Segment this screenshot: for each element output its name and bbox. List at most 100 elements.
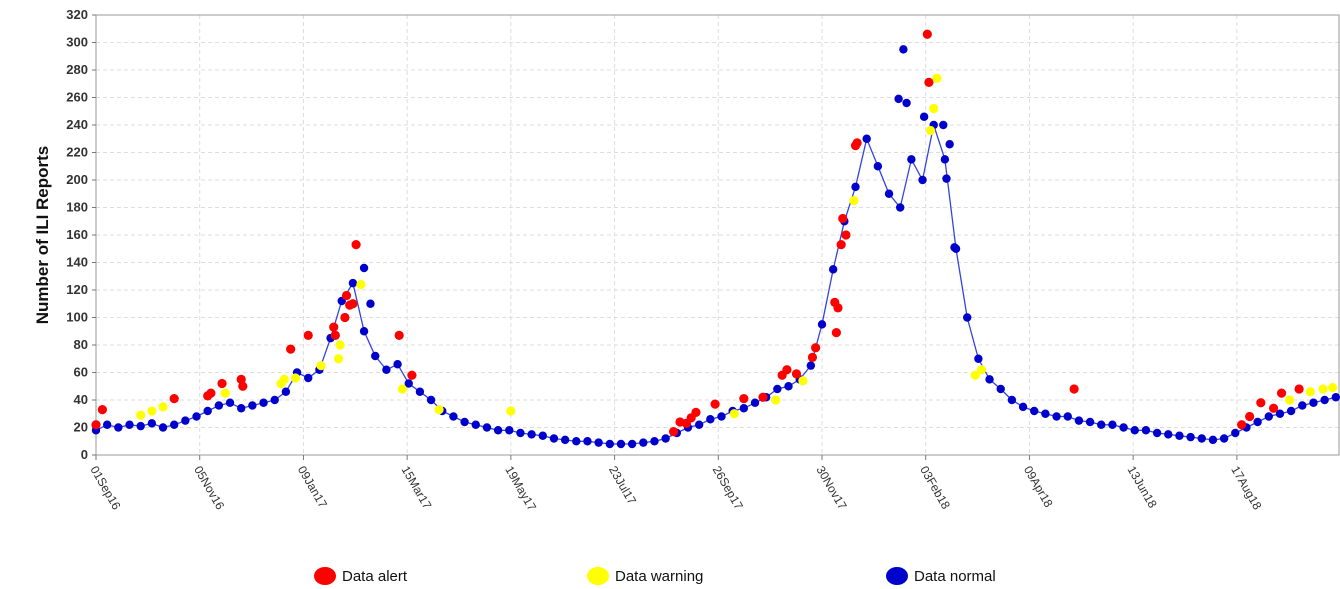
- data-point-normal: [1074, 416, 1084, 425]
- legend-label-warning: Data warning: [615, 567, 704, 585]
- legend-label-normal: Data normal: [914, 567, 996, 585]
- x-ticks: 01Sep16 05Nov16 09Jan17 15Mar17 19May17 23Jul…: [87, 455, 1265, 514]
- data-point-alert: [206, 388, 216, 398]
- data-point-warning: [1318, 384, 1328, 394]
- data-point-normal: [784, 382, 793, 391]
- data-point-warning: [434, 405, 444, 415]
- data-point-normal: [945, 140, 954, 149]
- data-point-normal: [1320, 395, 1329, 405]
- data-point-normal: [694, 420, 704, 429]
- data-point-alert: [348, 299, 358, 309]
- data-point-warning: [333, 354, 344, 364]
- data-point-warning: [158, 402, 168, 412]
- data-point-warning: [970, 370, 980, 380]
- data-point-alert: [1276, 388, 1287, 398]
- plot-area: [95, 14, 1340, 456]
- data-point-alert: [811, 343, 821, 353]
- data-point-warning: [976, 365, 987, 375]
- data-point-normal: [894, 94, 903, 104]
- data-point-warning: [290, 373, 301, 383]
- data-point-normal: [1309, 398, 1318, 407]
- data-point-normal: [449, 412, 458, 421]
- data-point-alert: [669, 427, 679, 437]
- data-point-normal: [985, 375, 994, 384]
- y-tick-label: 200: [66, 172, 88, 187]
- data-point-normal: [460, 417, 469, 427]
- data-point-normal: [527, 430, 536, 439]
- data-point-normal: [560, 435, 570, 445]
- x-tick-label: 19May17: [502, 464, 539, 514]
- series-line: [95, 122, 1336, 445]
- data-point-alert: [91, 420, 101, 430]
- data-point-warning: [1328, 383, 1338, 393]
- chart: Number of ILI Reports 0 20 40 60 80 100 120 140…: [33, 7, 1340, 514]
- data-point-warning: [356, 279, 366, 290]
- data-point-alert: [836, 240, 846, 250]
- data-point-normal: [1275, 409, 1285, 418]
- data-point-normal: [942, 174, 951, 183]
- data-point-warning: [929, 103, 939, 114]
- legend-item-warning: Data warning: [587, 564, 703, 588]
- data-point-alert: [238, 381, 248, 391]
- data-point-alert: [1069, 384, 1079, 394]
- data-point-normal: [1018, 402, 1028, 412]
- data-point-normal: [482, 423, 492, 432]
- y-tick-label: 100: [66, 310, 88, 325]
- data-point-normal: [1175, 431, 1184, 440]
- data-point-alert: [1237, 420, 1247, 430]
- x-tick-label: 13Jun18: [1125, 464, 1160, 511]
- data-point-alert: [1268, 403, 1279, 413]
- x-tick-label: 09Apr18: [1021, 464, 1056, 511]
- data-point-alert: [97, 405, 107, 415]
- data-point-alert: [831, 328, 841, 338]
- y-tick-label: 20: [74, 420, 88, 435]
- data-point-warning: [932, 73, 942, 83]
- data-point-normal: [650, 437, 659, 446]
- data-point-normal: [1298, 401, 1307, 410]
- data-point-normal: [169, 420, 179, 429]
- data-point-normal: [1186, 432, 1195, 442]
- x-tick-label: 01Sep16: [87, 464, 123, 513]
- data-point-normal: [918, 175, 927, 185]
- data-point-normal: [114, 423, 123, 432]
- data-point-normal: [639, 438, 648, 447]
- data-point-normal: [963, 313, 972, 322]
- data-point-normal: [493, 426, 503, 435]
- data-point-normal: [583, 437, 592, 446]
- y-ticks: 0 20 40 60 80 100 120 140 160 180 200 220 240 260 280 3…: [66, 7, 96, 462]
- y-tick-label: 300: [66, 35, 88, 50]
- data-point-warning: [147, 406, 157, 416]
- data-point-normal: [828, 265, 838, 274]
- data-point-normal: [1253, 417, 1262, 427]
- data-point-normal: [225, 398, 235, 407]
- data-point-alert: [758, 392, 768, 402]
- data-point-normal: [706, 415, 715, 424]
- y-tick-label: 220: [66, 145, 88, 160]
- data-point-normal: [1197, 434, 1206, 443]
- data-point-normal: [739, 404, 749, 413]
- warning-dot-icon: [587, 567, 609, 585]
- data-point-normal: [902, 98, 911, 108]
- data-point-normal: [1108, 420, 1117, 429]
- y-tick-label: 260: [66, 90, 88, 105]
- data-point-normal: [1119, 423, 1128, 432]
- data-point-alert: [833, 303, 843, 313]
- x-tick-label: 30Nov17: [813, 464, 849, 513]
- data-point-alert: [922, 29, 932, 39]
- data-point-normal: [549, 434, 559, 443]
- data-point-alert: [1294, 384, 1304, 394]
- data-point-normal: [259, 398, 268, 407]
- data-point-normal: [538, 431, 547, 440]
- normal-dot-icon: [886, 567, 908, 585]
- legend-item-alert: Data alert: [314, 564, 407, 588]
- data-point-alert: [924, 77, 934, 87]
- data-point-normal: [415, 387, 425, 396]
- data-point-normal: [806, 361, 816, 370]
- data-point-normal: [516, 428, 525, 438]
- data-point-normal: [281, 387, 291, 396]
- data-point-normal: [1141, 426, 1151, 435]
- data-point-normal: [939, 120, 948, 130]
- grid: [95, 14, 1339, 456]
- data-point-alert: [838, 213, 848, 224]
- data-point-normal: [907, 155, 916, 164]
